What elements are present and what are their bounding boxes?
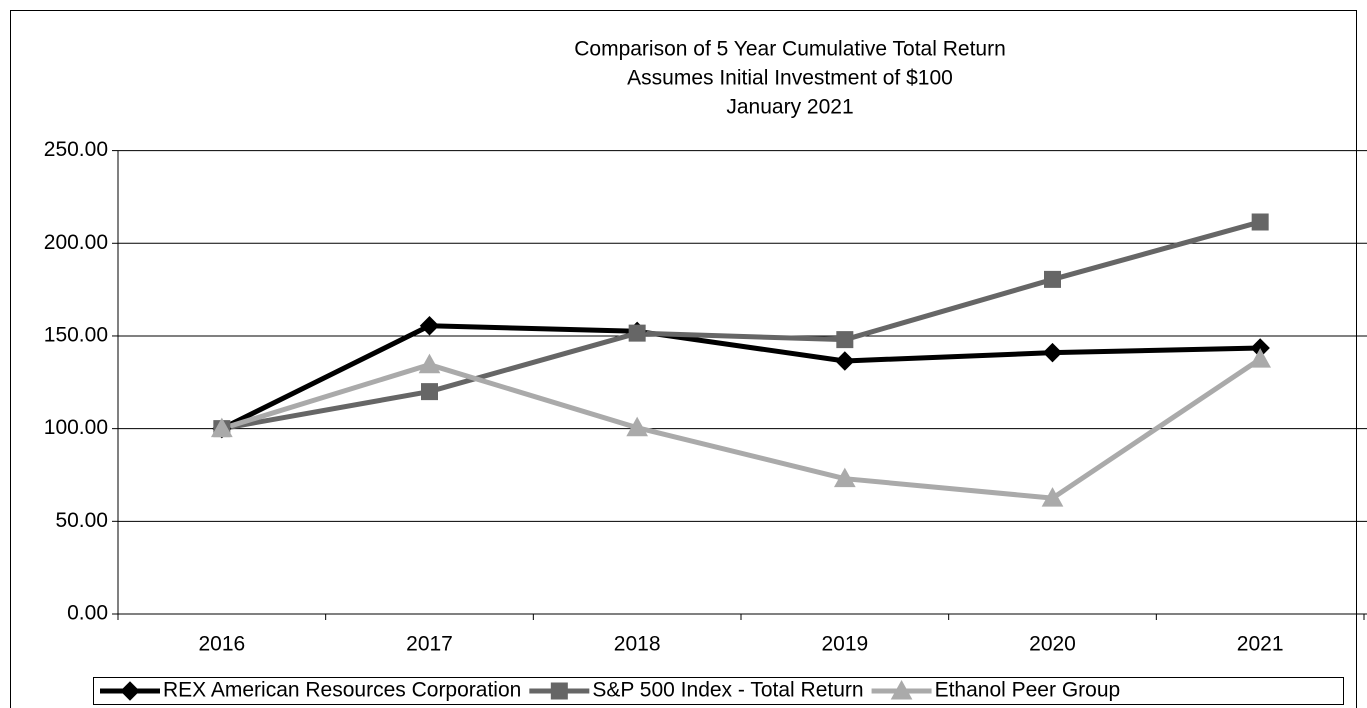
data-point (628, 324, 646, 342)
legend-box (93, 677, 1344, 705)
data-point (835, 351, 855, 371)
x-tick-label: 2021 (1237, 633, 1284, 656)
chart-border (10, 10, 1357, 708)
chart-title: January 2021 (726, 96, 853, 119)
y-tick-label: 50.00 (55, 509, 108, 532)
data-point (1044, 270, 1061, 288)
y-tick-label: 200.00 (44, 231, 108, 254)
y-tick-label: 100.00 (44, 416, 108, 439)
legend: REX American Resources Corporation S&P 50… (93, 677, 1344, 705)
legend-marker (550, 682, 568, 700)
legend-marker (890, 679, 913, 700)
data-point (1249, 348, 1272, 368)
series-line (220, 323, 1261, 431)
legend-marker (120, 681, 140, 701)
y-tick-label: 250.00 (44, 138, 108, 161)
legend-label: REX American Resources Corporation (163, 679, 521, 702)
data-point (1251, 213, 1269, 231)
chart-title: Assumes Initial Investment of $100 (627, 67, 953, 90)
y-tick-label: 150.00 (44, 324, 108, 347)
y-tick-label: 0.00 (67, 602, 108, 625)
series-line (221, 357, 1262, 501)
x-tick-label: 2019 (821, 633, 868, 656)
legend-label: S&P 500 Index - Total Return (592, 679, 863, 702)
data-point (418, 353, 441, 374)
x-tick-label: 2016 (198, 633, 245, 656)
x-tick-label: 2020 (1029, 633, 1076, 656)
x-tick-label: 2017 (406, 633, 453, 656)
data-point (1041, 487, 1064, 507)
series-line (221, 219, 1261, 432)
data-point (626, 416, 649, 437)
data-point (833, 467, 856, 488)
chart-title: Comparison of 5 Year Cumulative Total Re… (574, 38, 1006, 61)
data-point (421, 383, 438, 401)
data-point (836, 331, 854, 349)
data-point (210, 417, 233, 438)
legend-label: Ethanol Peer Group (935, 679, 1121, 702)
data-point (1042, 342, 1063, 363)
data-point (419, 316, 440, 336)
x-tick-label: 2018 (614, 633, 661, 656)
